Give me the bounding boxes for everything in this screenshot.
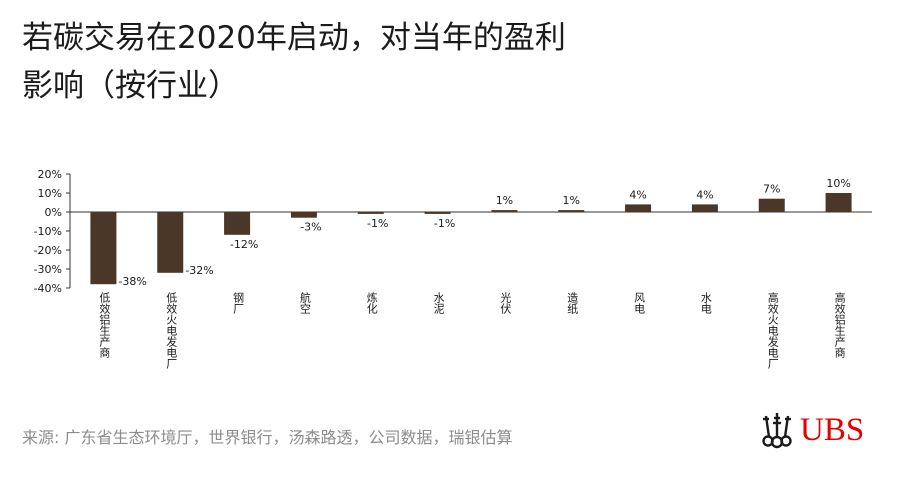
x-tick-label: 炼化 bbox=[365, 291, 378, 315]
bar bbox=[825, 193, 852, 212]
chart-title: 若碳交易在2020年启动，对当年的盈利 影响（按行业） bbox=[22, 14, 822, 110]
x-tick-label: 低效铝生产商 bbox=[98, 292, 111, 359]
bar bbox=[491, 210, 518, 212]
x-tick-label: 光伏 bbox=[499, 291, 512, 314]
data-label: -3% bbox=[300, 221, 321, 234]
x-tick-label: 航空 bbox=[298, 291, 311, 314]
data-label: 1% bbox=[563, 194, 580, 207]
ubs-logo-text: UBS bbox=[800, 412, 865, 448]
x-tick-label: 钢厂 bbox=[232, 292, 245, 314]
data-label: -32% bbox=[185, 264, 213, 277]
y-tick-label: -30% bbox=[34, 263, 62, 276]
data-label: 4% bbox=[629, 188, 646, 201]
bar bbox=[357, 212, 384, 214]
data-label: -1% bbox=[434, 217, 455, 230]
x-tick-label: 造纸 bbox=[566, 291, 579, 314]
y-tick-label: -10% bbox=[34, 225, 62, 238]
bar bbox=[758, 198, 785, 212]
x-tick-label: 水泥 bbox=[432, 292, 445, 315]
ubs-logo: UBS bbox=[756, 408, 876, 452]
data-label: -12% bbox=[230, 238, 258, 251]
ubs-keys-icon bbox=[762, 413, 792, 449]
x-tick-label: 高效铝生产商 bbox=[833, 291, 846, 359]
bar bbox=[558, 210, 585, 212]
bar bbox=[424, 212, 451, 214]
y-tick-label: 10% bbox=[38, 187, 62, 200]
bar bbox=[157, 212, 184, 273]
y-tick-label: 0% bbox=[45, 206, 62, 219]
bar bbox=[290, 212, 317, 218]
bar bbox=[691, 204, 718, 212]
x-tick-label: 低效火电发电厂 bbox=[165, 292, 178, 369]
chart-title-line-1: 若碳交易在2020年启动，对当年的盈利 bbox=[22, 20, 566, 56]
bar-chart: 20% 10% 0% -10% -20% -30% -40% -38% 低效铝生产商 -32% 低效… bbox=[34, 168, 872, 369]
data-label: 4% bbox=[696, 188, 713, 201]
chart-title-line-2: 影响（按行业） bbox=[22, 68, 239, 104]
bar bbox=[625, 204, 652, 212]
data-label: 1% bbox=[496, 194, 513, 207]
data-label: 10% bbox=[826, 177, 850, 190]
x-tick-label: 高效火电发电厂 bbox=[766, 291, 779, 369]
source-note: 来源: 广东省生态环境厅，世界银行，汤森路透，公司数据，瑞银估算 bbox=[22, 428, 513, 447]
data-label: -38% bbox=[118, 275, 146, 288]
x-tick-label: 水电 bbox=[699, 292, 712, 314]
data-label: 7% bbox=[763, 183, 780, 196]
x-tick-label: 风电 bbox=[633, 292, 646, 314]
y-tick-label: 20% bbox=[38, 168, 62, 181]
bar bbox=[224, 212, 251, 235]
data-label: -1% bbox=[367, 217, 388, 230]
y-tick-label: -40% bbox=[34, 282, 62, 295]
bar bbox=[90, 212, 117, 285]
y-tick-label: -20% bbox=[34, 244, 62, 257]
